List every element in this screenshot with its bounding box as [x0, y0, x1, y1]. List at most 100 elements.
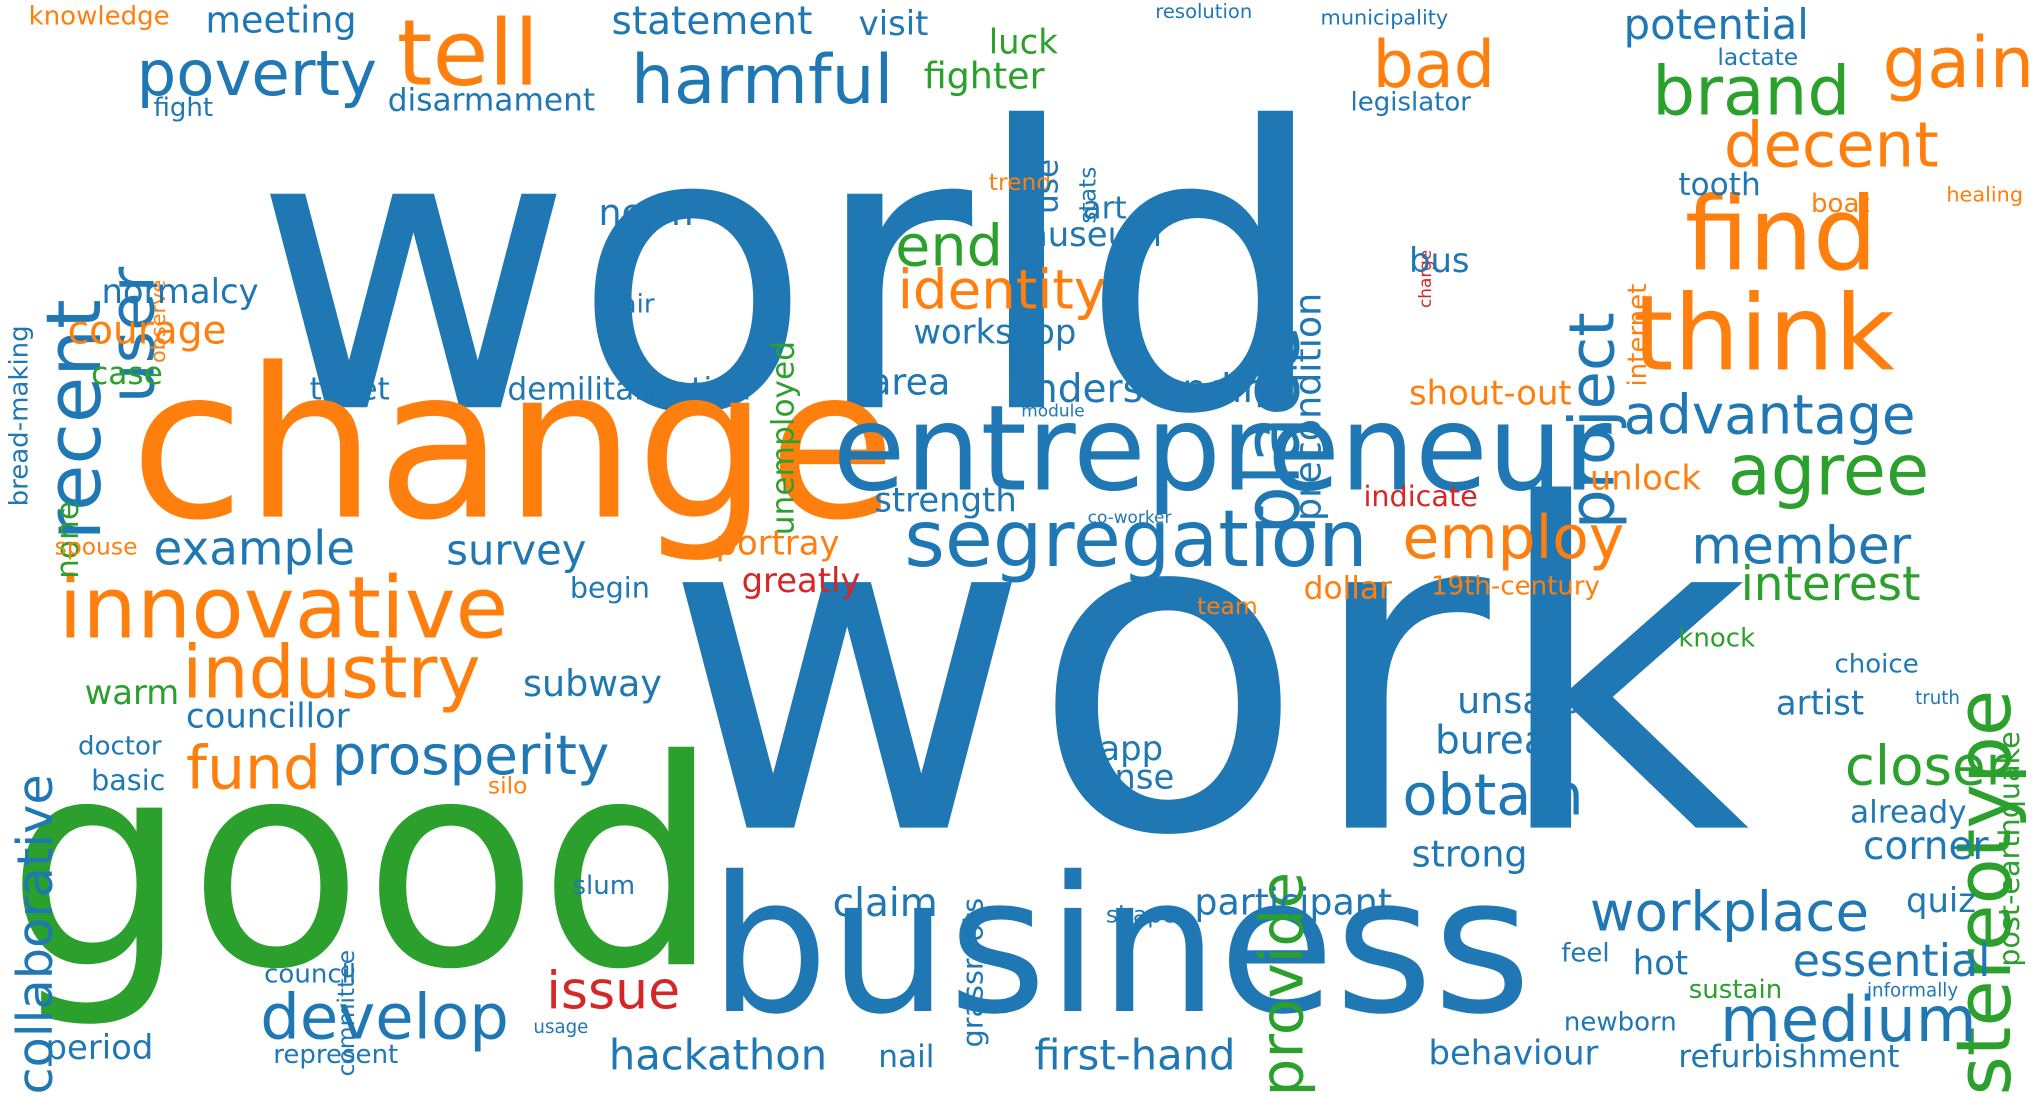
word-fighter: fighter [923, 54, 1045, 98]
word-fund: fund [186, 732, 321, 803]
word-grassroots: grassroots [957, 897, 991, 1048]
word-knock: knock [1678, 621, 1756, 654]
word-greatly: greatly [741, 562, 861, 602]
word-normalcy: normalcy [101, 273, 259, 313]
word-fair: fair [611, 287, 655, 319]
word-segregation: segregation [904, 494, 1368, 586]
word-innovative: innovative [58, 558, 509, 659]
word-identity: identity [897, 257, 1107, 322]
word-boat: boat [1811, 187, 1870, 219]
word-sustain: sustain [1688, 973, 1783, 1005]
word-silo: silo [487, 772, 528, 801]
word-participant: participant [1194, 880, 1393, 924]
word-unlock: unlock [1589, 459, 1702, 499]
word-norm: norm [598, 191, 694, 235]
word-warm: warm [84, 674, 180, 714]
word-hackathon: hackathon [608, 1030, 828, 1080]
word-shout-out: shout-out [1409, 374, 1572, 414]
word-artist: artist [1775, 684, 1865, 724]
word-strength: strength [874, 481, 1017, 521]
word-medium: medium [1719, 983, 1977, 1057]
word-doctor: doctor [78, 729, 162, 762]
word-shape: shape [1105, 901, 1177, 930]
word-work: work [663, 412, 1750, 935]
word-example: example [153, 523, 356, 577]
word-strong: strong [1411, 832, 1528, 876]
word-usage: usage [533, 1017, 589, 1039]
word-decent: decent [1723, 109, 1939, 183]
word-legislator: legislator [1350, 85, 1472, 118]
word-corner: corner [1863, 823, 1989, 870]
word-harmful: harmful [630, 41, 894, 120]
word-survey: survey [446, 525, 587, 576]
word-luck: luck [988, 23, 1058, 63]
word-healing: healing [1946, 182, 2024, 207]
word-slum: slum [572, 869, 636, 901]
word-behaviour: behaviour [1428, 1034, 1599, 1074]
word-truth: truth [1915, 688, 1960, 710]
word-first-hand: first-hand [1034, 1030, 1236, 1080]
word-claim: claim [832, 880, 938, 927]
word-museum: museum [1014, 216, 1163, 256]
word-understanding: understanding [1008, 366, 1293, 413]
word-potential: potential [1623, 0, 1809, 50]
word-fight: fight [153, 91, 214, 123]
word-world: world [253, 45, 1329, 500]
word-courage: courage [67, 308, 227, 354]
word-case: case [91, 355, 163, 392]
word-bad: bad [1372, 27, 1496, 103]
word-area: area [869, 360, 951, 404]
word-workshop: workshop [913, 313, 1077, 353]
word-poverty: poverty [136, 37, 377, 111]
word-subway: subway [523, 662, 662, 706]
word-basic: basic [91, 765, 166, 798]
word-bus: bus [1409, 242, 1470, 282]
word-represent: represent [273, 1038, 399, 1070]
word-art: art [1082, 189, 1127, 227]
word-resolution: resolution [1155, 0, 1253, 24]
word-lactate: lactate [1717, 44, 1799, 72]
word-municipality: municipality [1320, 5, 1449, 30]
word-tooth: tooth [1678, 166, 1761, 203]
word-council: council [264, 957, 357, 989]
word-use: use [1029, 158, 1066, 215]
word-portray: portray [715, 524, 840, 564]
word-refurbishment: refurbishment [1678, 1038, 1900, 1075]
word-end: end [895, 213, 1003, 280]
word-statement: statement [611, 0, 813, 45]
word-meeting: meeting [205, 0, 357, 42]
word-app: app [1099, 729, 1164, 770]
word-already: already [1850, 793, 1967, 831]
word-bureau: bureau [1435, 718, 1573, 764]
word-good: good [6, 698, 721, 1032]
word-toilet: toilet [309, 370, 390, 408]
word-councillor: councillor [186, 697, 350, 737]
word-visit: visit [858, 5, 929, 45]
word-unemployed: unemployed [765, 340, 802, 536]
word-hot: hot [1632, 944, 1689, 984]
word-workplace: workplace [1589, 879, 1870, 944]
word-informally: informally [1866, 981, 1959, 1002]
word-industry: industry [182, 631, 481, 716]
word-entrepreneur: entrepreneur [832, 381, 1612, 518]
word-develop: develop [260, 981, 509, 1054]
word-gain: gain [1882, 22, 2035, 105]
word-business: business [709, 836, 1532, 1057]
word-advantage: advantage [1623, 382, 1916, 447]
word-find: find [1684, 176, 1878, 295]
word-precondition: precondition [1286, 292, 1330, 521]
word-feel: feel [1561, 936, 1610, 969]
word-choice: choice [1834, 648, 1919, 680]
word-change: change [130, 322, 897, 567]
word-begin: begin [569, 572, 650, 606]
word-sense: sense [1075, 758, 1175, 798]
word-prosperity: prosperity [331, 723, 610, 788]
word-indicate: indicate [1363, 481, 1478, 514]
word-post-earthquake: post-earthquake [1994, 731, 2027, 967]
word-module: module [1021, 402, 1085, 422]
word-quiz: quiz [1905, 882, 1977, 922]
word-dollar: dollar [1303, 569, 1392, 607]
word-knowledge: knowledge [28, 0, 170, 32]
word-tell: tell [396, 0, 540, 107]
